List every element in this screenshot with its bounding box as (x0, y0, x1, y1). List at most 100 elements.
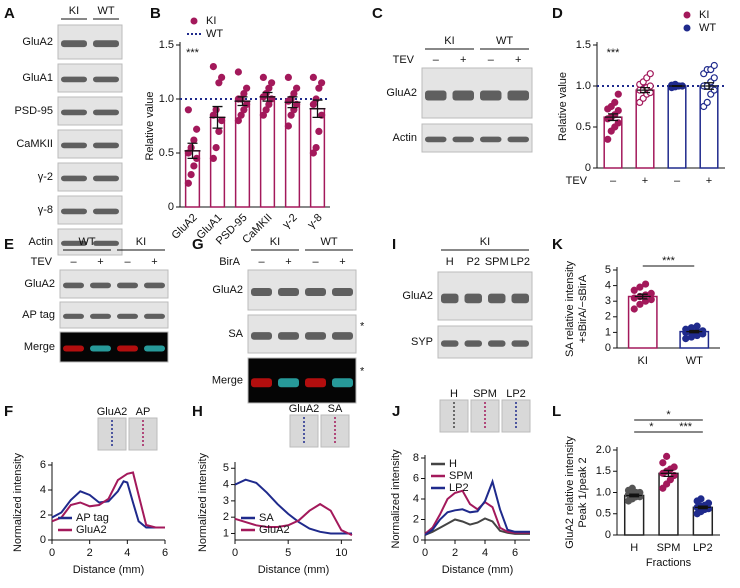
y-tick-label: 4 (605, 280, 611, 292)
inset-label: GluA2 (97, 406, 128, 418)
inset-label: LP2 (506, 388, 526, 400)
y-axis-label: Normalized intensity (12, 452, 24, 552)
legend-label: SPM (449, 470, 473, 482)
y-axis-label: Relative value (144, 91, 156, 160)
band (144, 313, 165, 319)
y-tick-label: 5 (223, 462, 229, 474)
data-point (243, 100, 251, 109)
line-series (51, 480, 165, 529)
data-point (710, 61, 718, 70)
band (425, 90, 447, 101)
data-point (636, 283, 644, 291)
band (332, 378, 353, 388)
x-tick-label: 10 (335, 547, 347, 559)
data-point (309, 73, 317, 82)
y-tick-label: 4 (223, 478, 229, 490)
x-tick-label: LP2 (693, 542, 713, 554)
x-axis-label: Distance (mm) (442, 564, 514, 576)
x-tick-label: SPM (657, 542, 681, 554)
data-point (193, 125, 201, 133)
x-tick-label: 4 (124, 547, 130, 559)
significance-label: *** (186, 47, 200, 59)
band (93, 40, 119, 48)
x-tick-label: 6 (512, 547, 518, 559)
error-bar (184, 142, 201, 160)
error-bar (637, 86, 653, 94)
group-label: KI (480, 236, 490, 248)
band (93, 240, 119, 246)
data-point (693, 322, 701, 330)
row-label: CaMKII (16, 138, 53, 150)
band (61, 208, 87, 215)
row-label: Actin (393, 132, 417, 144)
data-point (647, 296, 655, 304)
x-tick-label: 5 (285, 547, 291, 559)
x-tick-label: γ-8 (305, 212, 324, 231)
y-tick-label: 0.5 (596, 508, 611, 520)
band (305, 378, 326, 388)
band (61, 142, 87, 149)
data-point (187, 171, 195, 179)
panel-label: D (552, 5, 563, 22)
data-point (630, 286, 638, 294)
panel-label: K (552, 236, 563, 253)
data-point (287, 111, 295, 119)
y-tick-label: 0 (585, 162, 591, 174)
y-tick-label: 1.0 (159, 93, 174, 105)
legend-label: H (449, 458, 457, 470)
y-tick-label: 1 (223, 527, 229, 539)
inset-label: SPM (473, 388, 497, 400)
row-label: PSD-95 (14, 105, 53, 117)
data-point (190, 162, 198, 170)
data-point (309, 149, 317, 157)
y-axis-label: SA relative intensity (564, 261, 576, 357)
y-tick-label: 2 (223, 511, 229, 523)
x-tick-label: 2 (87, 547, 93, 559)
condition-level: – (312, 256, 319, 268)
blot-mark: * (360, 320, 365, 332)
lane-label: SPM (485, 256, 509, 268)
x-tick-label: – (610, 175, 617, 187)
data-point (614, 106, 622, 115)
line-series (234, 478, 352, 535)
y-tick-label: 2 (413, 513, 419, 525)
legend-label: LP2 (449, 482, 469, 494)
data-point (710, 86, 718, 94)
band (480, 136, 502, 143)
data-point (268, 79, 276, 87)
legend-label: GluA2 (259, 524, 290, 536)
band (480, 90, 502, 101)
data-point (259, 73, 267, 82)
band (61, 240, 87, 246)
band (63, 282, 84, 289)
x-tick-label: 0 (422, 547, 428, 559)
band (251, 332, 272, 340)
line-series (424, 517, 530, 536)
x-tick-label: γ-2 (280, 212, 299, 231)
data-point (268, 95, 276, 103)
data-point (184, 179, 192, 187)
panel-label: E (4, 236, 14, 253)
band (452, 90, 474, 101)
x-tick-label: KI (638, 355, 648, 367)
panel-label: I (392, 236, 396, 253)
band (332, 288, 353, 296)
band (305, 332, 326, 340)
lane-label: LP2 (510, 256, 530, 268)
data-point (309, 100, 317, 109)
data-point (312, 95, 320, 103)
data-point (312, 144, 320, 152)
row-label: γ-8 (38, 204, 53, 216)
legend-label: GluA2 (76, 524, 107, 536)
condition-level: – (124, 256, 131, 268)
x-tick-label: 6 (162, 547, 168, 559)
blot-mark: * (360, 365, 365, 377)
y-tick-label: 0.5 (159, 147, 174, 159)
row-label: GluA2 (24, 278, 55, 290)
condition-level: + (97, 256, 103, 268)
inset-label: H (450, 388, 458, 400)
row-label: Merge (24, 341, 55, 353)
data-point (265, 84, 273, 92)
group-label: KI (444, 35, 454, 47)
